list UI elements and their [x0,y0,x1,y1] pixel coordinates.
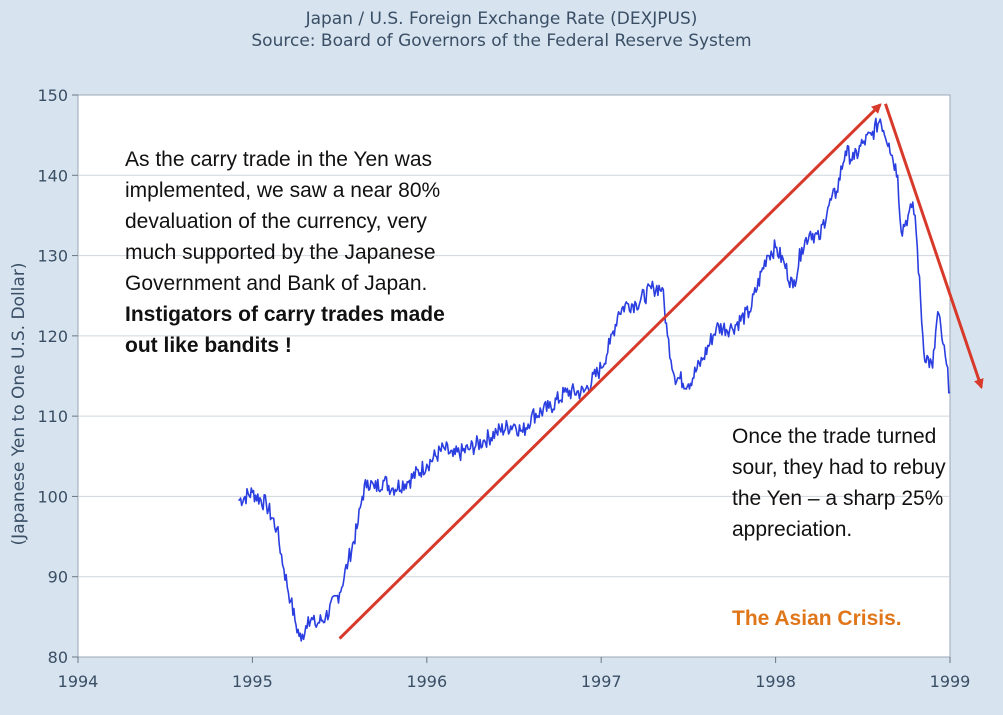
y-tick-label: 80 [48,648,68,667]
x-tick-label: 1996 [406,672,447,691]
y-tick-label: 110 [37,407,68,426]
chart-title: Japan / U.S. Foreign Exchange Rate (DEXJ… [305,9,698,29]
annotation-left-bold: Instigators of carry trades made out lik… [125,303,445,357]
chart-title-block: Japan / U.S. Foreign Exchange Rate (DEXJ… [0,8,1003,52]
y-tick-label: 90 [48,568,68,587]
annotation-arrow-down [884,103,984,390]
annotation-arrow-up [338,103,882,640]
y-tick-label: 150 [37,86,68,105]
y-tick-label: 120 [37,327,68,346]
annotation-left-text: As the carry trade in the Yen was implem… [125,148,441,295]
x-tick-label: 1995 [232,672,273,691]
chart-subtitle: Source: Board of Governors of the Federa… [251,31,752,51]
y-tick-label: 140 [37,166,68,185]
y-axis-ticks: 80 90 100 110 120 130 140 150 [37,86,78,667]
grid-lines [78,174,950,578]
y-tick-label: 130 [37,247,68,266]
x-tick-label: 1998 [755,672,796,691]
series-line-dexjpus [238,117,951,642]
x-tick-label: 1994 [58,672,99,691]
x-tick-label: 1997 [581,672,622,691]
annotation-left: As the carry trade in the Yen was implem… [125,144,465,361]
annotation-asian-crisis: The Asian Crisis. [732,607,902,630]
x-tick-label: 1999 [930,672,971,691]
y-axis-label: (Japanese Yen to One U.S. Dollar) [9,263,29,546]
plot-area [77,94,951,658]
annotation-right-text: Once the trade turned sour, they had to … [732,425,946,541]
x-axis-ticks: 1994 1995 1996 1997 1998 1999 [58,657,971,691]
y-tick-label: 100 [37,487,68,506]
